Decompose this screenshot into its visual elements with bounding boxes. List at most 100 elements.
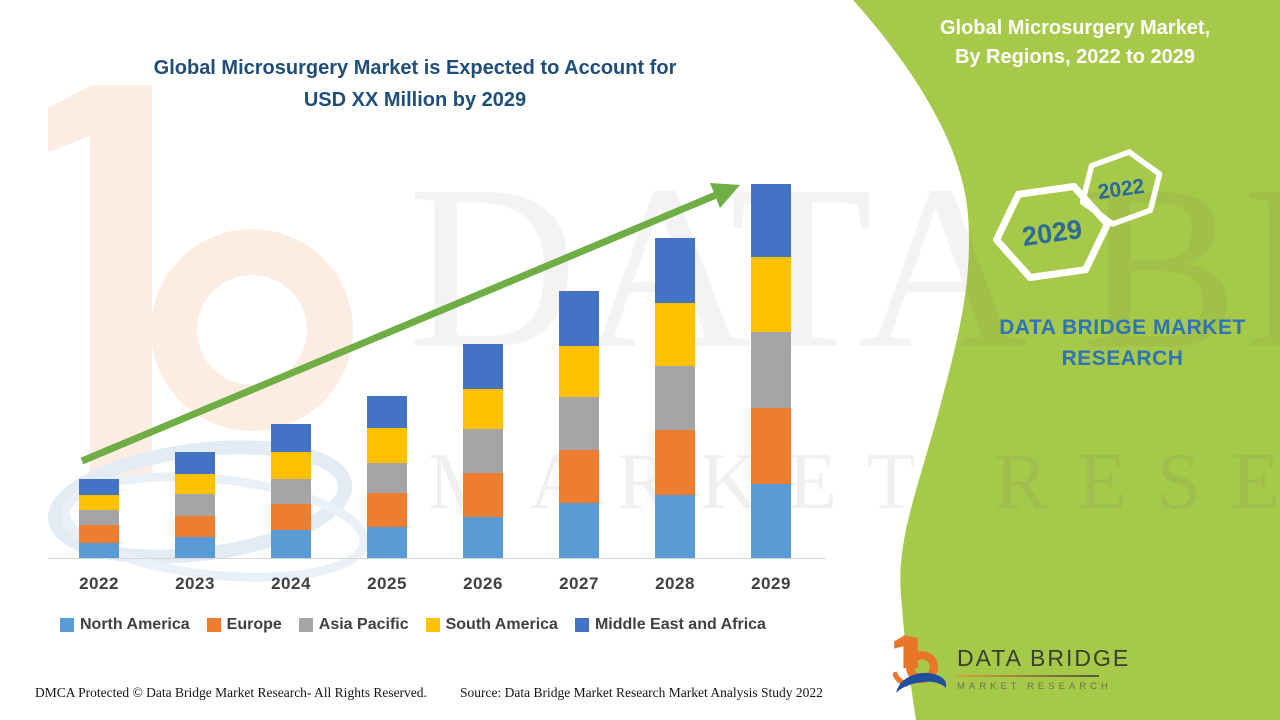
legend-swatch xyxy=(298,618,313,632)
bar-segment-asia-pacific xyxy=(79,510,119,525)
logo-underline xyxy=(957,675,1099,677)
legend-label: Asia Pacific xyxy=(318,616,409,633)
bar-segment-south-america xyxy=(751,257,791,332)
x-axis-label-2029: 2029 xyxy=(751,574,791,593)
bar-2025 xyxy=(367,396,407,558)
bar-segment-south-america xyxy=(79,495,119,510)
x-axis-label-2027: 2027 xyxy=(559,574,599,593)
bar-segment-north-america xyxy=(79,543,119,558)
bar-segment-north-america xyxy=(655,495,695,558)
bar-segment-asia-pacific xyxy=(463,429,503,473)
legend-swatch xyxy=(425,618,440,632)
legend-label: North America xyxy=(80,616,190,633)
x-axis-label-2026: 2026 xyxy=(463,574,503,593)
bar-2028 xyxy=(655,238,695,558)
bar-segment-asia-pacific xyxy=(271,479,311,504)
bar-2023 xyxy=(175,452,215,558)
brand-text-line1: DATA BRIDGE MARKET xyxy=(999,316,1246,339)
bar-segment-north-america xyxy=(367,527,407,558)
legend-item-asia-pacific: Asia Pacific xyxy=(298,616,409,634)
x-axis-labels: 2022 2023 2024 2025 2026 2027 2028 2029 xyxy=(48,574,828,598)
legend-item-south-america: South America xyxy=(425,616,558,634)
bar-segment-middle-east-and-africa xyxy=(559,291,599,346)
bar-segment-south-america xyxy=(463,389,503,429)
bar-segment-south-america xyxy=(559,346,599,397)
company-logo: DATA BRIDGE MARKET RESEARCH xyxy=(893,633,1130,697)
bar-segment-europe xyxy=(751,408,791,484)
hexagon-badges: 2029 2022 xyxy=(993,149,1163,281)
hexagon-2029: 2029 xyxy=(993,183,1111,281)
bar-segment-south-america xyxy=(367,428,407,463)
bar-segment-europe xyxy=(79,525,119,543)
bar-segment-south-america xyxy=(271,452,311,479)
chart-title-line2: USD XX Million by 2029 xyxy=(303,89,527,111)
legend-swatch xyxy=(206,618,221,632)
x-axis-label-2024: 2024 xyxy=(271,574,311,593)
bar-segment-middle-east-and-africa xyxy=(367,396,407,428)
bar-segment-asia-pacific xyxy=(367,463,407,493)
x-axis-label-2023: 2023 xyxy=(175,574,215,593)
panel-heading: Global Microsurgery Market, By Regions, … xyxy=(880,14,1270,72)
chart-title: Global Microsurgery Market is Expected t… xyxy=(60,52,770,116)
bar-segment-middle-east-and-africa xyxy=(751,184,791,257)
bar-segment-middle-east-and-africa xyxy=(655,238,695,303)
bar-segment-south-america xyxy=(175,474,215,494)
bar-2024 xyxy=(271,424,311,558)
bar-segment-europe xyxy=(175,516,215,537)
bar-segment-europe xyxy=(271,504,311,530)
dmca-notice: DMCA Protected © Data Bridge Market Rese… xyxy=(35,685,427,700)
bar-segment-north-america xyxy=(271,530,311,558)
x-axis-line xyxy=(48,558,826,559)
bar-segment-europe xyxy=(559,450,599,503)
bar-segment-middle-east-and-africa xyxy=(79,479,119,495)
bar-segment-asia-pacific xyxy=(751,332,791,408)
hexagon-2022-outline xyxy=(1079,149,1163,227)
legend-label: South America xyxy=(445,616,558,633)
b-logo-mark xyxy=(893,635,947,693)
bar-segment-north-america xyxy=(559,503,599,558)
x-axis-label-2022: 2022 xyxy=(79,574,119,593)
bar-chart-plot-area xyxy=(48,170,825,558)
bar-segment-middle-east-and-africa xyxy=(175,452,215,474)
hexagon-2029-label: 2029 xyxy=(1020,214,1084,252)
x-axis-label-2028: 2028 xyxy=(655,574,695,593)
legend-item-europe: Europe xyxy=(206,616,282,634)
legend-swatch xyxy=(574,618,589,632)
logo-name: DATA BRIDGE xyxy=(957,645,1131,671)
bar-segment-north-america xyxy=(175,537,215,558)
bar-segment-north-america xyxy=(463,517,503,558)
source-note: Source: Data Bridge Market Research Mark… xyxy=(460,685,823,700)
bar-segment-asia-pacific xyxy=(175,494,215,516)
bar-segment-north-america xyxy=(751,484,791,558)
legend-item-north-america: North America xyxy=(60,616,190,634)
green-panel-shape xyxy=(853,0,1280,720)
bar-segment-middle-east-and-africa xyxy=(271,424,311,452)
logo-text: DATA BRIDGE MARKET RESEARCH xyxy=(957,645,1130,697)
bar-2026 xyxy=(463,344,503,558)
chart-title-line1: Global Microsurgery Market is Expected t… xyxy=(153,57,677,79)
bar-segment-middle-east-and-africa xyxy=(463,344,503,389)
bar-2022 xyxy=(79,479,119,558)
x-axis-label-2025: 2025 xyxy=(367,574,407,593)
hexagon-2022-label: 2022 xyxy=(1096,175,1145,204)
bar-segment-europe xyxy=(367,493,407,527)
panel-heading-line2: By Regions, 2022 to 2029 xyxy=(954,46,1196,68)
bar-segment-europe xyxy=(655,430,695,495)
legend-item-middle-east-and-africa: Middle East and Africa xyxy=(574,616,766,634)
bar-2027 xyxy=(559,291,599,558)
legend-swatch xyxy=(60,618,74,632)
logo-subtitle: MARKET RESEARCH xyxy=(957,681,1112,692)
bar-2029 xyxy=(751,184,791,558)
bar-segment-south-america xyxy=(655,303,695,366)
brand-text: DATA BRIDGE MARKET RESEARCH xyxy=(955,312,1280,374)
bar-segment-asia-pacific xyxy=(655,366,695,430)
chart-legend: North America Europe Asia Pacific South Ame… xyxy=(60,616,766,634)
legend-label: Middle East and Africa xyxy=(594,616,766,633)
hexagon-2029-outline xyxy=(993,183,1111,281)
bar-segment-asia-pacific xyxy=(559,397,599,450)
legend-label: Europe xyxy=(226,616,282,633)
brand-text-line2: RESEARCH xyxy=(1061,347,1184,370)
